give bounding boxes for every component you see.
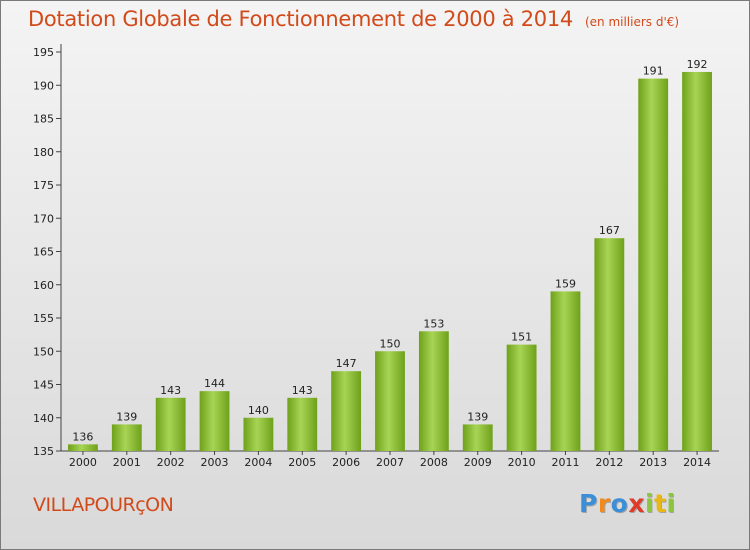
logo-letter: x [628, 489, 645, 518]
title-row: Dotation Globale de Fonctionnement de 20… [28, 7, 679, 31]
y-tick-label: 160 [33, 279, 54, 292]
y-tick-label: 165 [33, 246, 54, 259]
x-tick-label-2006: 2006 [332, 456, 360, 469]
bar-2014 [682, 71, 712, 451]
logo-letter: P [579, 489, 598, 518]
y-tick-label: 190 [33, 79, 54, 92]
value-label-2004: 140 [248, 404, 269, 417]
axes: 135 140 145 150 155 160 165 170 175 180 185 190 195 [33, 44, 719, 458]
x-tick-label-2000: 2000 [69, 456, 97, 469]
x-tick-label-2008: 2008 [420, 456, 448, 469]
x-tick-label-2011: 2011 [551, 456, 579, 469]
bar-2006 [331, 371, 362, 451]
y-tick-label: 135 [33, 445, 54, 458]
y-tick-label: 155 [33, 312, 54, 325]
bar-2004 [243, 417, 274, 451]
y-tick-label: 145 [33, 379, 54, 392]
x-tick-label-2007: 2007 [376, 456, 404, 469]
logo-letter: t [654, 489, 667, 518]
bar-2009 [462, 424, 493, 451]
value-label-2002: 143 [160, 384, 181, 397]
value-label-2003: 144 [204, 377, 225, 390]
bar-2008 [418, 331, 449, 451]
bar-2013 [638, 78, 669, 451]
commune-name: VILLAPOURçON [33, 494, 174, 516]
bar-2011 [550, 291, 581, 451]
value-label-2011: 159 [555, 277, 576, 290]
value-label-2006: 147 [336, 357, 357, 370]
chart-title: Dotation Globale de Fonctionnement de 20… [28, 7, 573, 31]
value-label-2013: 191 [643, 65, 664, 78]
x-tick-label-2001: 2001 [113, 456, 141, 469]
y-tick-label: 175 [33, 179, 54, 192]
y-tick-label: 150 [33, 345, 54, 358]
logo-letter: r [597, 489, 611, 518]
bar-2001 [111, 424, 142, 451]
y-tick-label: 185 [33, 113, 54, 126]
x-tick-label-2002: 2002 [157, 456, 185, 469]
y-tick-label: 180 [33, 146, 54, 159]
y-tick-label: 140 [33, 412, 54, 425]
labels: 136 2000 139 2001 143 2002 144 2003 140 2004 143 20… [69, 58, 711, 469]
x-tick-label-2014: 2014 [683, 456, 711, 469]
y-tick-label: 170 [33, 212, 54, 225]
chart-subtitle: (en milliers d'€) [584, 15, 680, 29]
bar-2000 [68, 444, 98, 451]
x-tick-label-2013: 2013 [639, 456, 667, 469]
bar-2005 [287, 397, 318, 451]
value-label-2008: 153 [423, 317, 444, 330]
value-label-2005: 143 [292, 384, 313, 397]
value-label-2000: 136 [72, 430, 93, 443]
bar-2007 [375, 351, 405, 451]
value-label-2010: 151 [511, 331, 532, 344]
x-tick-label-2012: 2012 [595, 456, 623, 469]
value-label-2007: 150 [380, 337, 401, 350]
bar-2012 [594, 238, 625, 451]
bars [68, 71, 712, 451]
value-label-2014: 192 [687, 58, 708, 71]
logo-letter: i [645, 489, 655, 518]
x-tick-label-2009: 2009 [464, 456, 492, 469]
proxiti-logo[interactable]: Proxiti [579, 489, 676, 518]
value-label-2009: 139 [467, 410, 488, 423]
bar-2010 [506, 344, 537, 451]
bar-2002 [155, 397, 186, 451]
logo-letter: i [666, 489, 676, 518]
x-tick-label-2004: 2004 [244, 456, 272, 469]
value-label-2012: 167 [599, 224, 620, 237]
logo-letter: o [610, 489, 629, 518]
value-label-2001: 139 [116, 410, 137, 423]
x-tick-label-2003: 2003 [201, 456, 229, 469]
x-tick-label-2010: 2010 [508, 456, 536, 469]
x-tick-label-2005: 2005 [288, 456, 316, 469]
y-tick-label: 195 [33, 46, 54, 59]
bar-2003 [199, 391, 230, 451]
